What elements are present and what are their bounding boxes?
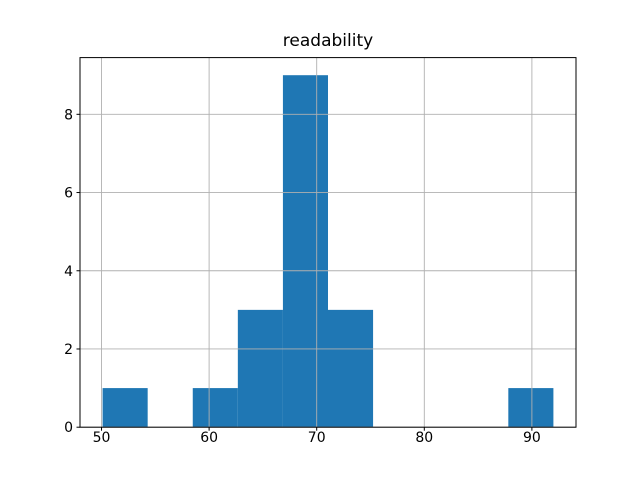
x-tick-label: 90 (523, 430, 541, 446)
histogram-bar (192, 388, 238, 428)
histogram-bar (328, 309, 374, 428)
x-tick-label: 50 (93, 430, 111, 446)
y-tick-label: 4 (64, 264, 73, 280)
histogram-bar (508, 388, 554, 428)
histogram-bar (237, 309, 283, 428)
plot-border (79, 57, 577, 428)
x-tick-label: 80 (415, 430, 433, 446)
y-tick-label: 2 (64, 342, 73, 358)
x-tick-label: 70 (308, 430, 326, 446)
y-tick-label: 6 (64, 186, 73, 202)
y-tick-label: 0 (64, 420, 73, 436)
x-tick-label: 60 (200, 430, 218, 446)
chart-title: readability (282, 31, 374, 51)
y-tick-label: 8 (64, 107, 73, 123)
histogram-bar (102, 388, 148, 428)
histogram-bar (282, 75, 328, 428)
